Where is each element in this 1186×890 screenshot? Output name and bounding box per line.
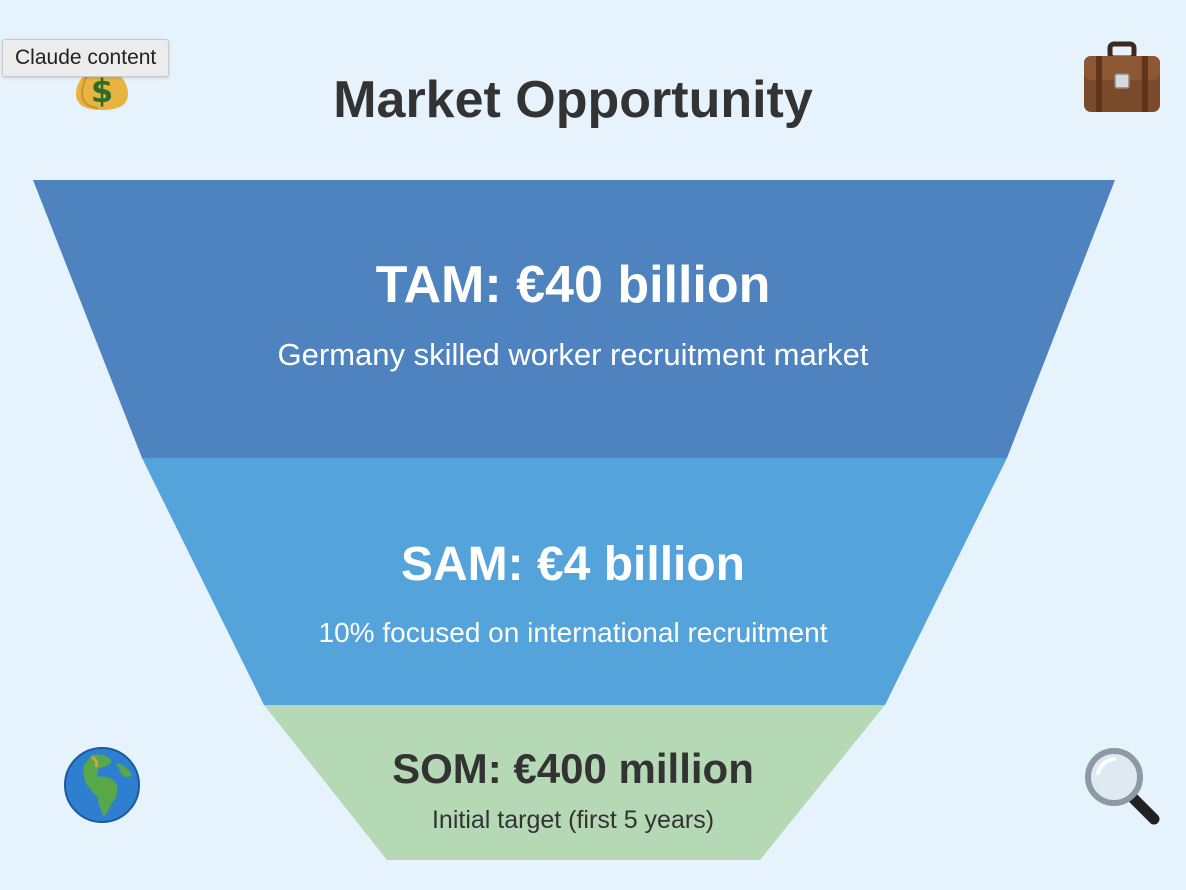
tam-description: Germany skilled worker recruitment marke… <box>277 337 869 372</box>
sam-heading: SAM: €4 billion <box>400 538 745 591</box>
tooltip: Claude content <box>2 39 170 77</box>
funnel-segment-som <box>264 705 885 860</box>
briefcase-icon <box>1084 41 1160 112</box>
som-heading: SOM: €400 million <box>392 745 754 792</box>
magnifying-glass-icon <box>1085 748 1160 825</box>
funnel-segment-tam <box>33 180 1115 458</box>
globe-icon <box>64 747 140 823</box>
sam-description: 10% focused on international recruitment <box>318 617 828 648</box>
svg-text:$: $ <box>91 72 113 110</box>
funnel-segment-sam <box>142 458 1007 705</box>
page-title: Market Opportunity <box>333 71 813 129</box>
som-description: Initial target (first 5 years) <box>431 806 715 834</box>
tam-heading: TAM: €40 billion <box>375 256 771 314</box>
